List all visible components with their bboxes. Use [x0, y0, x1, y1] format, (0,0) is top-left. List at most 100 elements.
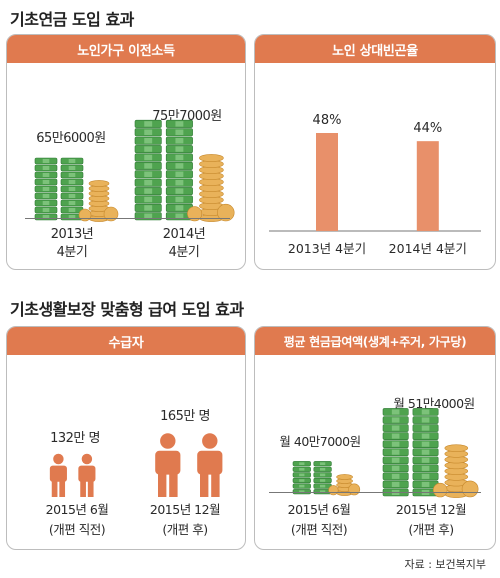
coin	[336, 474, 353, 480]
person-leg	[80, 480, 86, 497]
bill-band	[421, 433, 430, 439]
bill-band	[421, 425, 430, 431]
bill-band	[391, 409, 400, 415]
coin	[103, 206, 119, 222]
bill-band	[42, 208, 50, 212]
bill-band	[319, 479, 326, 482]
bill-band	[144, 180, 153, 186]
bill-band	[42, 173, 50, 177]
panel-poverty-rate: 노인 상대빈곤율 48% 2013년 4분기 44% 2014년 4분기	[254, 34, 496, 270]
category-label: 2014년 4분기	[389, 241, 467, 256]
bill-band	[42, 194, 50, 198]
bill-band	[421, 449, 430, 455]
bill-band	[68, 208, 76, 212]
panel-cash-benefit: 평균 현금급여액(생계+주거, 가구당) 월 40만7000원 월 51만400…	[254, 326, 496, 550]
source-note: 자료 : 보건복지부	[404, 558, 486, 571]
value-label: 165만 명	[160, 409, 210, 424]
person-head	[202, 433, 218, 449]
bill-band	[175, 188, 184, 194]
baseline	[25, 218, 230, 219]
person-body	[197, 450, 223, 475]
bill-band	[421, 473, 430, 479]
bill-band	[144, 154, 153, 161]
person-head	[53, 453, 64, 465]
category-label: 2015년 6월	[287, 502, 351, 517]
person-head	[160, 433, 176, 449]
person-body	[78, 465, 96, 482]
person-leg	[87, 480, 94, 497]
bill-band	[144, 121, 153, 127]
category-label: 4분기	[56, 245, 88, 260]
baseline	[269, 492, 481, 493]
coin	[78, 208, 92, 222]
bill-band	[68, 187, 76, 191]
category-label: (개편 직전)	[48, 522, 106, 537]
bill-band	[144, 205, 153, 211]
bill-band	[42, 201, 50, 205]
bill-band	[391, 449, 400, 455]
person-body	[49, 465, 67, 482]
value-label: 132만 명	[50, 431, 100, 446]
bill-band	[421, 441, 430, 447]
bill-band	[68, 215, 76, 219]
person-icon	[49, 453, 96, 497]
panel-header: 평균 현금급여액(생계+주거, 가구당)	[255, 327, 495, 355]
bill-band	[391, 465, 400, 471]
person-leg	[158, 473, 167, 497]
bill-band	[175, 129, 184, 135]
bill-band	[299, 473, 305, 477]
person-leg	[211, 473, 220, 497]
category-label: (개편 직전)	[290, 522, 348, 537]
money-stack-icon	[134, 119, 235, 222]
money-stack-icon	[292, 461, 361, 496]
bill-band	[391, 417, 400, 423]
bill-band	[319, 484, 326, 488]
panel-recipients: 수급자 132만 명 165만 명 2015년 6월 (개편 직전) 2015년…	[6, 326, 246, 550]
bill-band	[421, 417, 430, 423]
bill-band	[144, 196, 153, 203]
bill-band	[319, 490, 326, 493]
bill-band	[68, 166, 76, 170]
category-label: (개편 후)	[162, 522, 208, 537]
bill-band	[421, 457, 430, 463]
person-leg	[59, 480, 66, 497]
poverty-bar	[316, 133, 338, 231]
value-label: 65만6000원	[36, 131, 106, 146]
coin	[88, 180, 110, 187]
coin	[348, 483, 361, 496]
bill-band	[391, 457, 400, 463]
bill-band	[299, 462, 305, 465]
bill-band	[144, 129, 153, 135]
bill-band	[175, 163, 184, 169]
bill-band	[175, 138, 184, 144]
coin	[444, 444, 469, 452]
value-label: 월 40만7000원	[279, 434, 361, 449]
person-leg	[200, 473, 209, 497]
bill-band	[144, 138, 153, 144]
category-label: 2015년 6월	[45, 502, 109, 517]
section1-title: 기초연금 도입 효과	[10, 10, 134, 29]
bill-band	[42, 159, 50, 163]
category-label: 2013년	[50, 227, 94, 242]
coin	[461, 480, 479, 498]
bill-band	[391, 473, 400, 479]
bill-band	[175, 213, 184, 219]
category-label: 2013년 4분기	[288, 241, 366, 256]
bill-band	[319, 462, 326, 465]
panel-header: 노인 상대빈곤율	[255, 35, 495, 63]
bill-band	[421, 409, 430, 415]
coin	[328, 485, 339, 496]
category-label: (개편 후)	[408, 522, 454, 537]
value-label: 44%	[413, 121, 442, 136]
category-label: 2015년 12월	[395, 502, 467, 517]
person-head	[81, 453, 93, 465]
bill-band	[391, 441, 400, 447]
bill-band	[68, 194, 76, 198]
bill-band	[68, 159, 76, 163]
panel-transfer-income: 노인가구 이전소득 65만6000원 75만7000원 2013년 4분기 20…	[6, 34, 246, 270]
bill-band	[68, 173, 76, 177]
coin	[199, 154, 224, 162]
bill-band	[144, 171, 153, 177]
person-leg	[169, 473, 178, 497]
money-stack-icon	[34, 157, 119, 222]
